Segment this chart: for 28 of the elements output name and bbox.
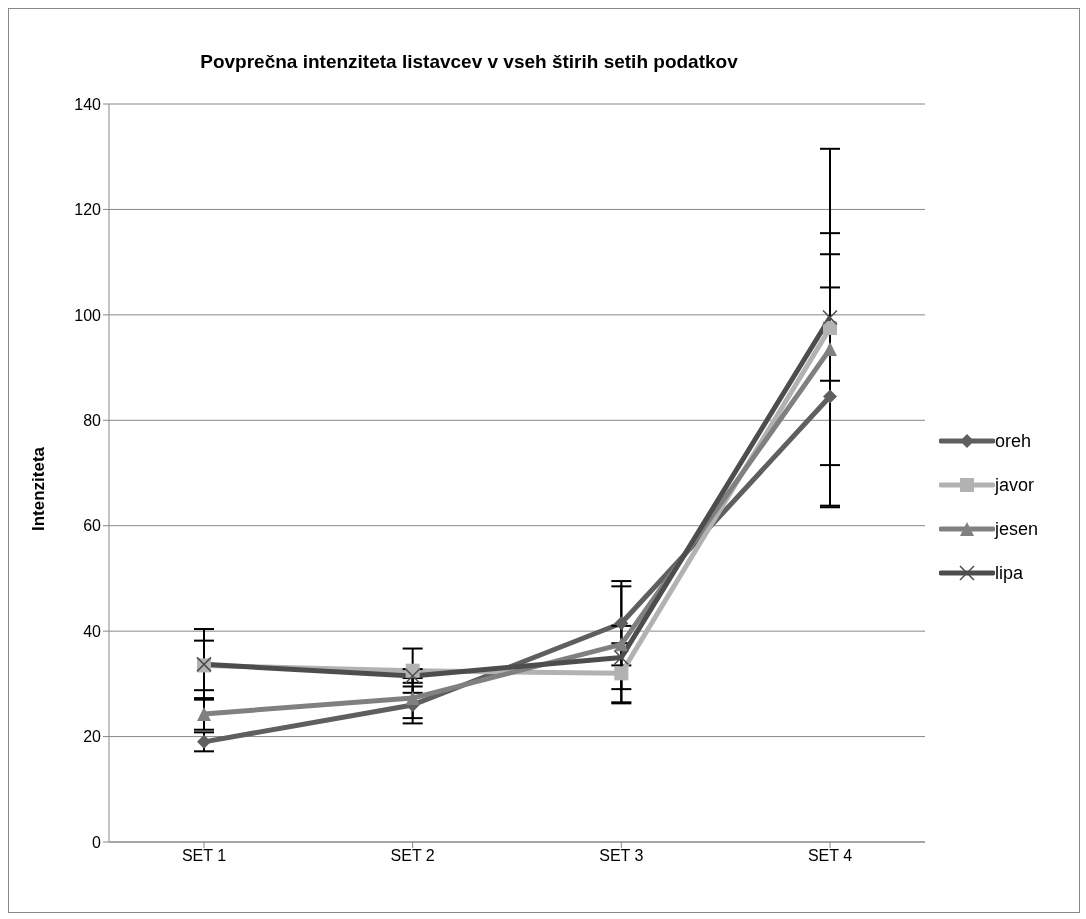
point: [614, 637, 629, 652]
point: [823, 389, 837, 404]
point: [614, 616, 629, 631]
x-tick-label: SET 1: [181, 847, 227, 865]
y-tick-label: 40: [83, 622, 102, 640]
y-tick-label: 100: [74, 306, 102, 324]
x-tick-label: SET 2: [390, 847, 435, 865]
point: [405, 691, 420, 706]
y-tick-label: 20: [83, 728, 102, 746]
chart-title: Povprečna intenziteta listavcev v vseh štirih setih podatkov: [199, 51, 739, 73]
y-tick-label: 0: [92, 833, 102, 851]
y-tick-label: 80: [83, 411, 102, 429]
legend-label: javor: [995, 474, 1035, 496]
point: [197, 734, 211, 749]
point: [614, 666, 629, 681]
y-tick-label: 120: [74, 201, 102, 219]
point: [823, 342, 837, 357]
legend-label: jesen: [995, 518, 1039, 540]
point: [823, 321, 837, 336]
point: [197, 706, 211, 721]
x-tick-label: SET 4: [807, 847, 853, 865]
legend-label: oreh: [995, 430, 1032, 452]
point: [822, 309, 838, 326]
legend-label: lipa: [995, 562, 1024, 584]
y-tick-label: 60: [83, 517, 102, 535]
y-axis-title: Intenziteta: [29, 446, 49, 532]
y-tick-label: 140: [74, 95, 102, 113]
x-tick-label: SET 3: [599, 847, 644, 865]
